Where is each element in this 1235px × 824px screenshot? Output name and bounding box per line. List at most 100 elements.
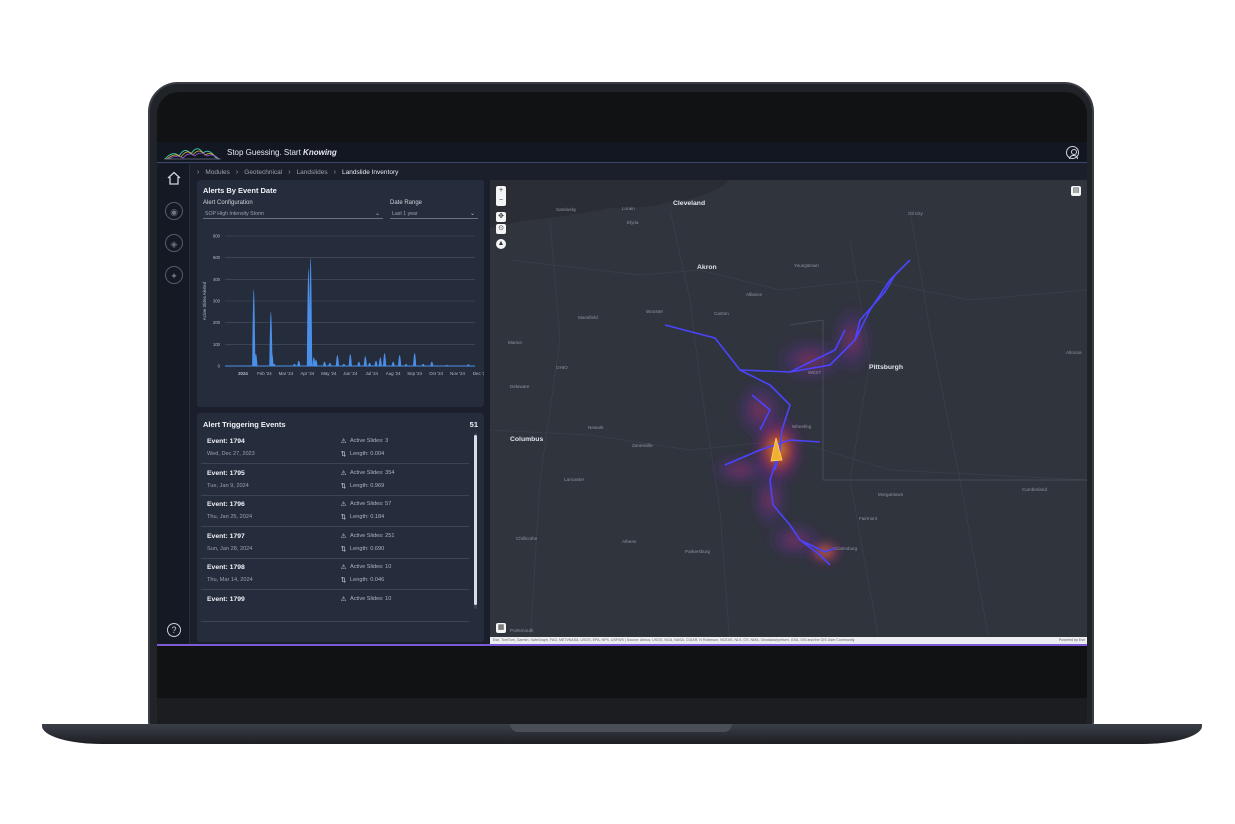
- bar: [335, 355, 339, 366]
- length-metric: ⇅ Length: 0.004: [340, 450, 384, 458]
- sidebar: ◉ ◈ ✦ ?: [157, 164, 190, 646]
- bar: [269, 311, 273, 366]
- event-row[interactable]: Event: 1798 Thu, Mar 14, 2024 ⚠ Active Slid…: [201, 559, 469, 590]
- map-label: Elyria: [627, 220, 639, 225]
- map-label: Columbus: [510, 436, 544, 443]
- length-icon: ⇅: [340, 545, 347, 553]
- bar: [308, 257, 313, 366]
- event-name: Event: 1797: [207, 532, 245, 540]
- breadcrumb-geotechnical[interactable]: Geotechnical: [244, 168, 283, 176]
- chevron-right-icon: ›: [288, 168, 291, 176]
- y-tick-label: 200: [213, 320, 221, 325]
- breadcrumb-modules[interactable]: Modules: [205, 168, 230, 176]
- bar: [270, 353, 274, 366]
- map-label: Pittsburgh: [869, 364, 903, 371]
- active-slides-metric: ⚠ Active Slides: 57: [340, 500, 392, 508]
- bar: [252, 289, 256, 366]
- zoom-controls[interactable]: + −: [496, 186, 506, 206]
- breadcrumb-landslides[interactable]: Landslides: [296, 168, 328, 176]
- attribution-text: Esri, TomTom, Garmin, SafeGraph, FAO, ME…: [493, 638, 855, 642]
- bar: [312, 357, 316, 366]
- app-screen: Stop Guessing. Start Knowing ◉ ◈ ✦ ? › M…: [157, 142, 1087, 646]
- event-row[interactable]: Event: 1799 ⚠ Active Slides: 10: [201, 591, 469, 622]
- module-icon-2[interactable]: ◈: [165, 234, 183, 252]
- alert-events-panel: Alert Triggering Events 51 Event: 1794 We…: [197, 413, 484, 642]
- map-label: Cumberland: [1022, 487, 1048, 492]
- locate-icon[interactable]: ⊙: [496, 224, 506, 234]
- events-count: 51: [469, 420, 478, 429]
- map-label: Delaware: [510, 384, 530, 389]
- length-value: Length: 0.690: [350, 545, 385, 552]
- pan-icon[interactable]: ✥: [496, 212, 506, 222]
- length-metric: ⇅ Length: 0.690: [340, 545, 384, 553]
- help-icon[interactable]: ?: [167, 623, 181, 637]
- bar: [342, 363, 346, 366]
- event-date: Thu, Jan 25, 2024: [207, 514, 253, 520]
- chevron-right-icon: ›: [197, 168, 200, 176]
- home-icon[interactable]: [165, 170, 183, 188]
- laptop-base: [42, 724, 1202, 744]
- map-label: Wheeling: [792, 424, 812, 429]
- event-row[interactable]: Event: 1797 Sun, Jan 28, 2024 ⚠ Active Slid…: [201, 528, 469, 559]
- active-slides-value: Active Slides: 10: [350, 595, 392, 602]
- compass-icon[interactable]: ▲: [496, 239, 506, 249]
- layers-icon[interactable]: ▤: [1071, 186, 1081, 196]
- length-value: Length: 0.046: [350, 577, 385, 583]
- event-name: Event: 1798: [207, 564, 245, 571]
- zoom-in-button[interactable]: +: [498, 187, 504, 194]
- logo-icon: [164, 148, 221, 160]
- event-row[interactable]: Event: 1795 Tue, Jan 9, 2024 ⚠ Active Slide…: [201, 465, 469, 496]
- map-label: Cleveland: [673, 200, 706, 207]
- events-panel-title: Alert Triggering Events: [203, 420, 286, 429]
- map-label: Wooster: [646, 309, 664, 314]
- x-tick-label: Oct '24: [429, 371, 443, 376]
- tagline: Stop Guessing. Start Knowing: [227, 147, 337, 157]
- map-label: Athens: [622, 539, 637, 544]
- active-slides-metric: ⚠ Active Slides: 10: [340, 595, 392, 603]
- event-name: Event: 1794: [207, 438, 245, 445]
- event-date: Wed, Dec 27, 2023: [207, 451, 255, 457]
- breadcrumb-current: Landslide Inventory: [341, 168, 399, 176]
- y-axis-label: Active Slides Alerted: [202, 281, 207, 320]
- event-list-scroll-thumb[interactable]: [474, 435, 477, 605]
- length-value: Length: 0.969: [350, 482, 385, 489]
- y-tick-label: 400: [213, 277, 221, 282]
- active-slides-metric: ⚠ Active Slides: 3: [340, 437, 389, 445]
- bar: [367, 362, 372, 366]
- map-label: Parkersburg: [685, 549, 711, 554]
- module-icon-3[interactable]: ✦: [165, 266, 183, 284]
- event-row[interactable]: Event: 1794 Wed, Dec 27, 2023 ⚠ Active Slid…: [201, 433, 469, 464]
- x-tick-label: May '24: [321, 371, 337, 376]
- map-label: Alliance: [746, 292, 763, 297]
- date-range-select[interactable]: Last 1 year ⌄: [390, 209, 478, 219]
- map-label: Canton: [714, 311, 729, 316]
- event-date: Tue, Jan 9, 2024: [207, 482, 249, 489]
- warning-icon: ⚠: [340, 469, 347, 477]
- x-tick-label: Feb '24: [257, 371, 272, 376]
- screen-bezel-bottom: [157, 646, 1087, 698]
- map-attribution: Esri, TomTom, Garmin, SafeGraph, FAO, ME…: [490, 637, 1087, 644]
- bar: [398, 355, 402, 366]
- user-account-icon[interactable]: [1066, 146, 1079, 159]
- length-metric: ⇅ Length: 0.969: [340, 482, 384, 490]
- active-slides-value: Active Slides: 354: [350, 469, 395, 476]
- warning-icon: ⚠: [340, 532, 347, 540]
- event-date: Sun, Jan 28, 2024: [207, 545, 253, 552]
- bar: [292, 363, 297, 366]
- zoom-out-button[interactable]: −: [498, 197, 504, 204]
- bar: [328, 362, 332, 366]
- basemap-toggle-icon[interactable]: ▦: [496, 623, 506, 633]
- alerts-panel-title: Alerts By Event Date: [203, 186, 277, 195]
- alert-config-select[interactable]: SOP High Intensity Storm ⌄: [203, 209, 383, 219]
- map-label: Mansfield: [578, 315, 598, 320]
- active-slides-value: Active Slides: 251: [350, 532, 395, 539]
- warning-icon: ⚠: [340, 438, 347, 445]
- map-view[interactable]: Cleveland Akron Pittsburgh Columbus Sandusky…: [490, 180, 1087, 646]
- warning-icon: ⚠: [340, 595, 347, 603]
- event-name: Event: 1796: [207, 501, 245, 508]
- bar: [348, 354, 352, 366]
- event-row[interactable]: Event: 1796 Thu, Jan 25, 2024 ⚠ Active Slid…: [201, 496, 469, 527]
- map-label: Lorain: [622, 206, 635, 211]
- module-icon-1[interactable]: ◉: [165, 202, 183, 220]
- length-metric: ⇅ Length: 0.184: [340, 513, 384, 521]
